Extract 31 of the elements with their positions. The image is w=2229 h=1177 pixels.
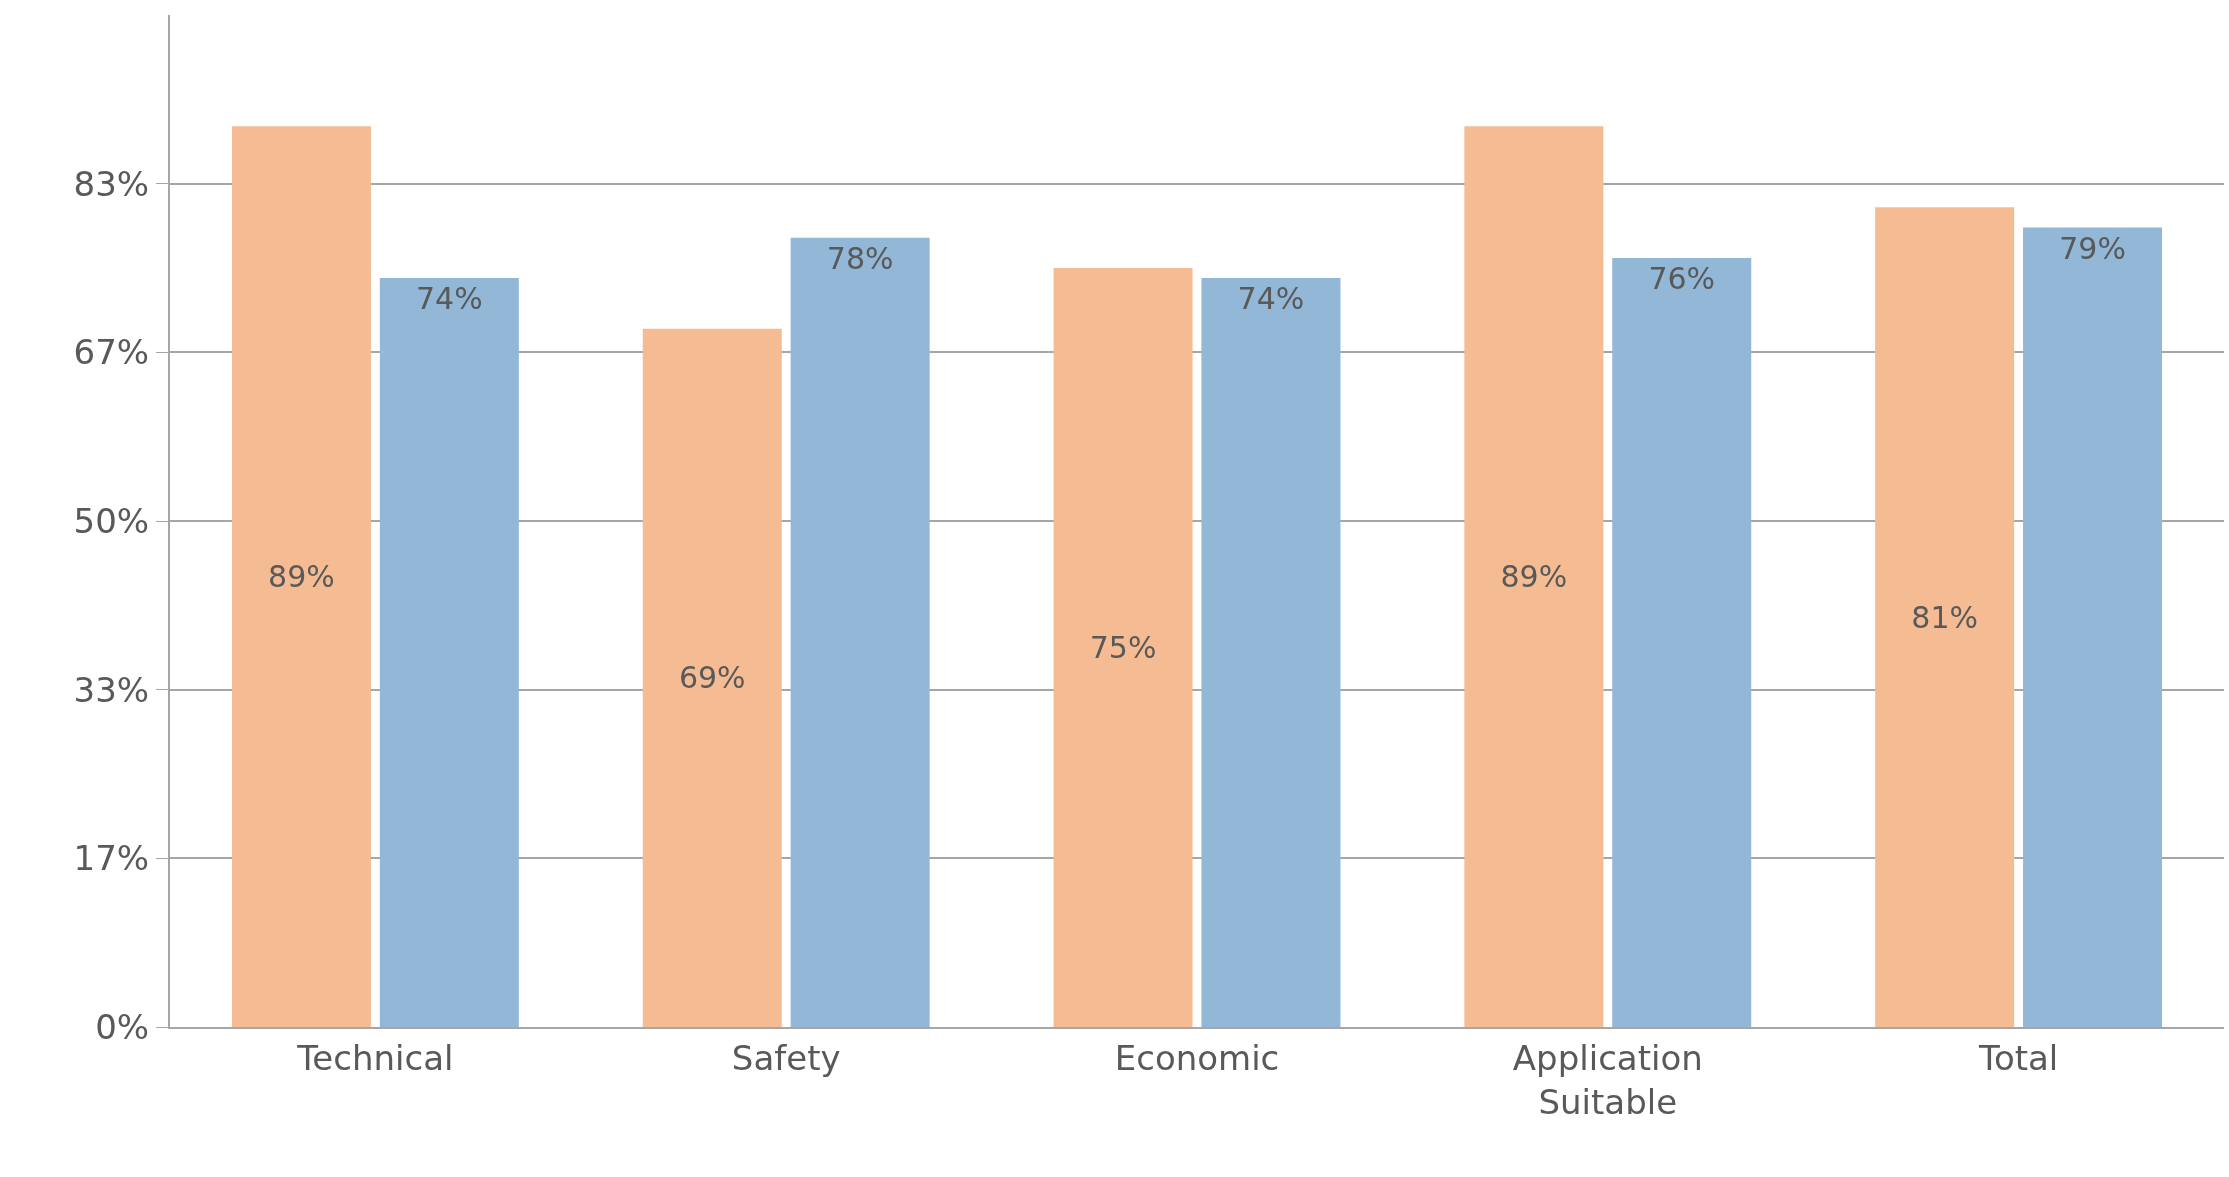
bar [2023,227,2163,1027]
data-label: 74% [1237,281,1305,317]
data-label: 75% [1089,630,1157,665]
data-label: 89% [268,559,335,595]
data-label: 74% [416,281,483,317]
data-label: 69% [678,660,746,696]
y-tick-label: 33% [73,669,150,710]
data-label: 78% [826,240,894,276]
data-label: 81% [1911,599,1978,635]
x-tick-label: Technical [296,1037,454,1078]
y-tick-label: 67% [73,332,150,373]
y-tick-label: 83% [73,163,150,204]
bar [231,126,371,1027]
y-tick-label: 50% [73,500,150,541]
bar [1612,257,1752,1027]
bar [1464,126,1604,1027]
y-tick-label: 0% [95,1006,150,1047]
bar [790,237,930,1027]
x-tick-label: Economic [1114,1037,1280,1078]
bar [1053,268,1193,1027]
x-tick-label: Safety [731,1037,841,1078]
x-tick-label: Total [1977,1037,2059,1078]
data-label: 79% [2059,230,2126,266]
data-label: 76% [1648,260,1716,296]
x-tick-label: Application Suitable [1512,1037,1703,1122]
bar [1875,207,2015,1027]
bar [379,278,519,1027]
data-label: 89% [1500,559,1568,595]
bar [642,328,782,1027]
y-tick-label: 17% [73,838,150,879]
bar [1201,278,1341,1027]
